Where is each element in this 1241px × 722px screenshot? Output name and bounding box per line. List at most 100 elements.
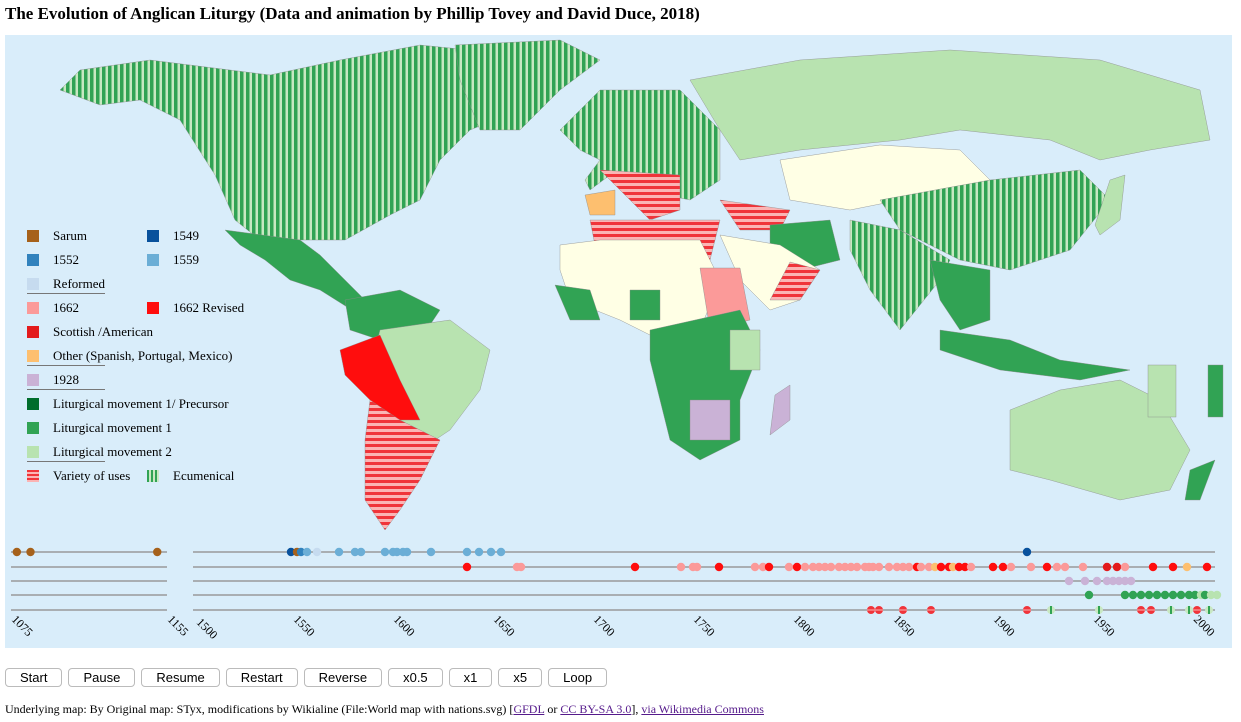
indonesia [939,329,1131,381]
attribution: Underlying map: By Original map: STyx, m… [5,702,764,717]
timeline-dot [1182,562,1192,572]
timeline-dot [426,547,436,557]
timeline-dot [834,562,844,572]
timeline-tick-label: 2000 [1191,612,1218,639]
timeline-dot [764,562,774,572]
timeline-dot [1190,590,1200,600]
legend-label: Liturgical movement 1/ Precursor [53,396,229,411]
peru-bolivia [339,334,421,421]
legend-item-reformed: Reformed [27,276,105,292]
timeline-dot [758,562,768,572]
speed-1-button[interactable]: x1 [448,668,493,687]
west-africa [554,284,601,321]
timeline-dot [296,547,306,557]
argentina-chile [364,399,441,531]
timeline-dot [1108,576,1118,586]
reverse-button[interactable]: Reverse [303,668,383,687]
legend-label: 1662 [53,300,79,315]
legend-item-other: Other (Spanish, Portugal, Mexico) [27,348,232,364]
southeast-asia [929,259,991,331]
timeline-dot [1184,590,1194,600]
timeline-dot [1202,562,1212,572]
pause-button[interactable]: Pause [68,668,136,687]
timeline-dot [904,562,914,572]
legend-divider [27,389,105,390]
timeline-dot [302,547,312,557]
cc-by-sa-link[interactable]: CC BY-SA 3.0 [560,702,632,716]
india [849,219,951,331]
timeline-dot [462,547,472,557]
timeline-dot [392,547,402,557]
timeline-dot [1078,562,1088,572]
loop-button[interactable]: Loop [548,668,608,687]
timeline-dot [1026,562,1036,572]
swatch [147,302,159,314]
world-map: Sarum 1549 1552 1559 Reformed 1662 1662 … [5,35,1232,648]
swatch [27,254,39,266]
legend-item-ecumenical: Ecumenical [147,468,234,484]
swatch [27,422,39,434]
swatch [147,470,159,482]
madagascar [769,384,791,436]
timeline-tick-label: 1550 [291,612,318,639]
timeline-tick-label: 1750 [691,612,718,639]
legend-item-lm2: Liturgical movement 2 [27,444,172,460]
spain [584,189,616,216]
oman-yemen [769,261,821,301]
timeline-dot [1060,562,1070,572]
swatch [27,230,39,242]
swatch [147,230,159,242]
gfdl-link[interactable]: GFDL [513,702,545,716]
legend-item-lm1-precursor: Liturgical movement 1/ Precursor [27,396,229,412]
timeline-dot [884,562,894,572]
legend-item-1549: 1549 [147,228,199,244]
timeline-dot [820,562,830,572]
legend-label: 1549 [173,228,199,243]
swatch [27,374,39,386]
timeline-dot [1136,590,1146,600]
timeline-tick-label: 1950 [1091,612,1118,639]
timeline-tick-label: 1155 [165,612,192,639]
legend-divider [27,365,105,366]
timeline-dot [1176,590,1186,600]
speed-half-button[interactable]: x0.5 [388,668,443,687]
timeline-dot [26,547,35,557]
pacific-islands-2 [1207,364,1224,418]
swatch [147,254,159,266]
timeline-dot [1006,562,1016,572]
timeline-dot [1064,576,1074,586]
wikimedia-link[interactable]: via Wikimedia Commons [641,702,764,716]
attribution-text: or [544,702,561,716]
attribution-text: Underlying map: By Original map: STyx, m… [5,702,514,716]
legend-item-sarum: Sarum [27,228,87,244]
timeline-dot [792,562,802,572]
timeline-dot [1102,562,1112,572]
timeline-dot [1042,562,1052,572]
australia [1009,379,1191,501]
speed-5-button[interactable]: x5 [498,668,543,687]
timeline-tick-label: 1800 [791,612,818,639]
timeline-dot [924,562,934,572]
southern-europe [599,169,681,221]
timeline-dot [852,562,862,572]
resume-button[interactable]: Resume [141,668,220,687]
timeline-tick-label: 1700 [591,612,618,639]
timeline-dot [714,562,724,572]
timeline-dot [1022,547,1032,557]
timeline-dot [462,562,472,572]
timeline-dot [966,562,976,572]
timeline-dot [496,547,506,557]
timeline-dot [692,562,702,572]
start-button[interactable]: Start [5,668,63,687]
timeline-dot [474,547,484,557]
timeline-dot [1168,590,1178,600]
timeline-dot [998,562,1008,572]
timeline-dot [1144,590,1154,600]
legend-label: Other (Spanish, Portugal, Mexico) [53,348,233,363]
legend-divider [27,461,105,462]
restart-button[interactable]: Restart [225,668,298,687]
legend-item-1559: 1559 [147,252,199,268]
attribution-text: ], [631,702,642,716]
timeline-tick-label: 1075 [9,612,36,639]
timeline-dot [1200,590,1210,600]
